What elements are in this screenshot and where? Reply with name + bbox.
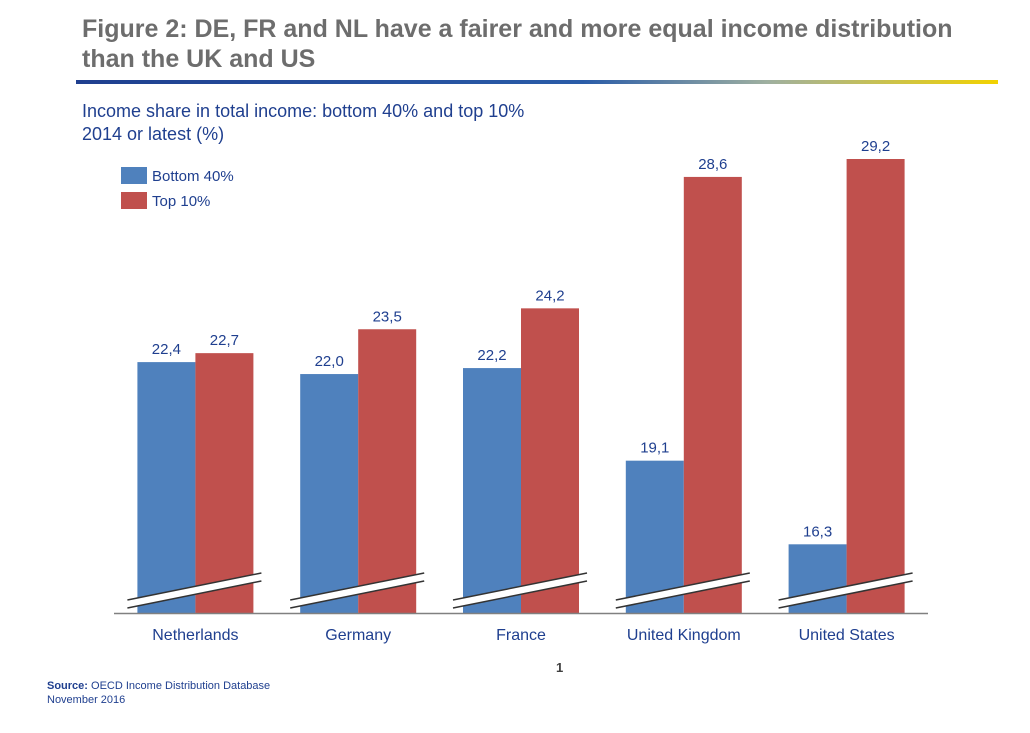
axis-break-line [290, 580, 425, 609]
axis-break-line [452, 572, 588, 601]
bar-bottom40 [463, 368, 521, 613]
data-label: 29,2 [861, 138, 890, 155]
data-label: 22,2 [477, 347, 506, 364]
axis-break-line [615, 580, 750, 609]
x-tick-label: Germany [325, 627, 391, 644]
axis-break [453, 573, 587, 608]
subtitle-line-1: Income share in total income: bottom 40%… [82, 101, 525, 121]
data-label: 28,6 [698, 156, 727, 173]
axis-break-line [127, 580, 262, 609]
source-note: Source: OECD Income Distribution Databas… [47, 679, 270, 707]
bar-bottom40 [300, 374, 359, 613]
axis-break-line [778, 580, 913, 609]
legend-label: Bottom 40% [152, 168, 234, 185]
legend-label: Top 10% [152, 193, 210, 210]
source-label: Source: [47, 680, 88, 692]
bar-top10 [195, 353, 254, 613]
axis-break-line [290, 572, 425, 601]
bar-bottom40 [137, 362, 196, 613]
bar-top10 [521, 308, 579, 613]
data-label: 19,1 [640, 440, 669, 457]
data-label: 22,7 [210, 332, 239, 349]
legend-swatch [121, 167, 147, 184]
subtitle-line-2: 2014 or latest (%) [82, 124, 225, 144]
x-tick-label: United States [799, 627, 895, 644]
axis-break-line [452, 580, 588, 609]
axis-break-line [127, 572, 262, 601]
axis-break-line [615, 572, 750, 601]
axis-break [615, 573, 750, 608]
bar-top10 [358, 329, 417, 613]
chart-title: Figure 2: DE, FR and NL have a fairer an… [82, 15, 953, 73]
chart-subtitle: Income share in total income: bottom 40%… [82, 100, 524, 146]
x-tick-label: France [496, 627, 546, 644]
data-label: 22,4 [152, 341, 181, 358]
axis-break [778, 573, 913, 608]
data-label: 16,3 [803, 523, 832, 540]
axis-break-line [778, 572, 913, 601]
source-date: November 2016 [47, 694, 126, 706]
x-tick-label: United Kingdom [627, 627, 741, 644]
data-label: 23,5 [373, 308, 402, 325]
axis-break [127, 573, 262, 608]
data-label: 22,0 [315, 353, 344, 370]
bar-top10 [846, 159, 905, 613]
page-number: 1 [556, 660, 564, 675]
bar-top10 [683, 176, 742, 613]
data-label: 24,2 [535, 287, 564, 304]
legend-swatch [121, 192, 147, 209]
source-text: OECD Income Distribution Database [91, 680, 271, 692]
x-tick-label: Netherlands [152, 627, 238, 644]
title-divider [76, 80, 998, 84]
axis-break [290, 573, 425, 608]
